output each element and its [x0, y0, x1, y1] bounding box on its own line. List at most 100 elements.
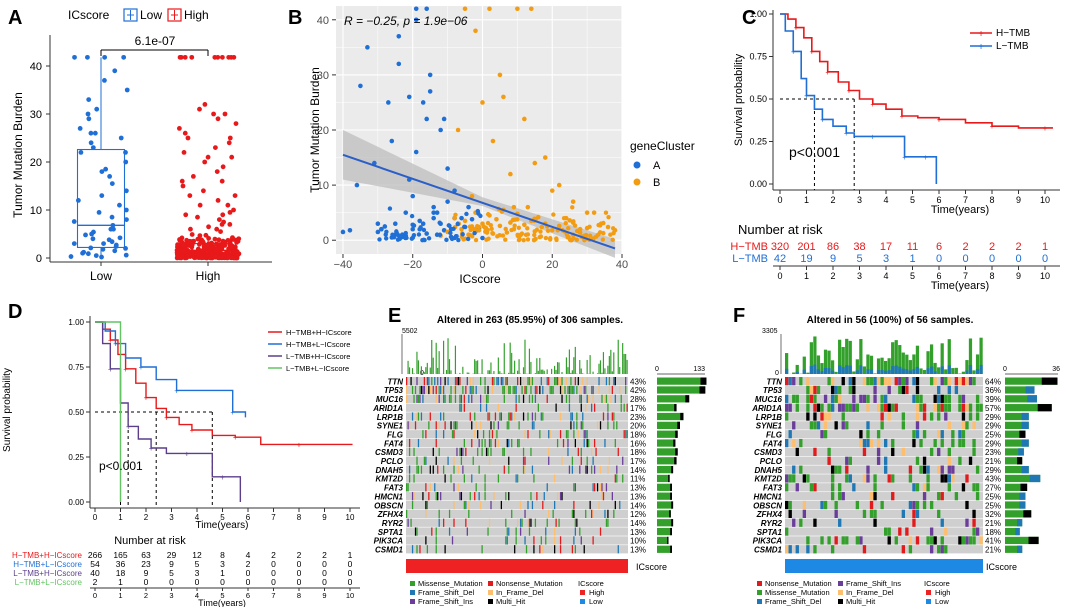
a-point-high [231, 207, 236, 213]
f-plot-mutation-cell [908, 500, 913, 510]
f-plot-mutation-cell [813, 421, 817, 430]
e-plot-tmb-bar [598, 363, 600, 374]
f-plot-mutation-cell [951, 474, 955, 483]
f-plot-freq-bar [1005, 395, 1037, 403]
e-plot-tmb-bar [589, 355, 591, 374]
e-plot-mutation-cell [505, 377, 507, 386]
a-point-high [202, 102, 208, 107]
e-plot-pct-label: 11% [630, 475, 645, 484]
b-point-b [608, 232, 613, 237]
a-point-low [118, 135, 124, 141]
f-plot-mutation-cell [894, 403, 898, 412]
f-plot-tmb-bar [838, 339, 842, 374]
d-risk-value: 1 [220, 568, 225, 578]
b-point-a [424, 231, 429, 236]
b-point-b [470, 226, 475, 231]
e-plot-mutation-cell [514, 412, 516, 421]
f-plot-pct-label: 32% [985, 510, 1001, 519]
a-legend-title: ICscore [68, 8, 110, 22]
f-plot-tmb-bar-stack [859, 365, 863, 374]
f-plot-freq-bar-stack [1019, 501, 1026, 509]
e-plot-tmb-bar [438, 351, 440, 374]
e-plot-mutation-cell [573, 483, 575, 492]
f-plot-mutation-cell [869, 500, 874, 510]
d-risk-value: 9 [144, 568, 149, 578]
e-plot-mutation-cell [585, 509, 587, 518]
f-plot-tmb-bar [880, 357, 884, 374]
c-risk-tick-label: 4 [883, 271, 888, 281]
e-plot-mutation-cell [555, 518, 557, 527]
e-plot-mutation-cell [614, 500, 616, 510]
f-plot-mutation-cell [947, 447, 951, 457]
c-xtick-label: 1 [804, 195, 809, 205]
f-plot-gene-label: KMT2D [754, 475, 782, 484]
e-plot-mutation-cell [414, 421, 417, 430]
f-plot-mutation-cell [926, 474, 930, 483]
a-point-high [227, 210, 233, 215]
e-plot-mutation-cell [574, 545, 576, 554]
f-plot-mutation-cell [937, 403, 941, 412]
e-plot-mutation-cell [490, 500, 492, 510]
f-plot-mutation-cell [841, 377, 845, 386]
f-plot-mutation-cell [838, 465, 842, 474]
f-plot-mutation-cell [785, 483, 789, 492]
e-plot-freq-bar [657, 457, 677, 465]
e-plot-mutation-cell [528, 518, 531, 527]
e-plot-mutation-cell [602, 412, 605, 421]
b-point-b [570, 199, 576, 204]
e-plot-mutation-cell [482, 394, 485, 403]
e-plot-tmb-bar [579, 360, 581, 374]
e-plot-mutation-cell [459, 447, 461, 457]
d-risk-value: 40 [90, 568, 100, 578]
e-plot-mutation-cell [502, 447, 504, 457]
e-plot-mutation-cell [440, 412, 442, 421]
e-plot-tmb-bar [556, 362, 559, 374]
e-plot-mutation-cell [559, 536, 562, 545]
f-plot-mutation-cell [876, 456, 881, 465]
f-plot-row-bg [785, 518, 983, 527]
e-plot-mutation-cell [518, 394, 520, 403]
a-point-high [197, 202, 203, 208]
b-point-a [377, 237, 382, 242]
e-plot-mutation-cell [475, 421, 477, 430]
e-plot-mutation-cell [574, 518, 576, 527]
e-plot-mutation-cell [586, 465, 588, 474]
b-stats: R = −0.25, p = 1.9e−06 [344, 14, 468, 28]
e-plot-mutation-cell [411, 412, 414, 421]
e-top-min: 0 [420, 370, 424, 377]
a-point-low [124, 87, 130, 93]
f-plot-mutation-cell [785, 474, 789, 483]
e-plot-freq-bar-stack [669, 510, 671, 518]
f-plot-mutation-cell [933, 377, 937, 386]
e-plot-mutation-cell [592, 394, 594, 403]
e-plot-mutation-cell [565, 430, 568, 439]
f-plot-mutation-cell [961, 483, 966, 492]
e-plot-mutation-cell [613, 509, 615, 518]
f-plot-pct-label: 21% [985, 546, 1001, 555]
f-plot-mutation-cell [834, 421, 838, 430]
e-plot-mutation-cell [593, 403, 596, 412]
f-plot-mutation-cell [958, 536, 962, 545]
a-point-low [102, 78, 107, 83]
e-plot-freq-bar-stack [675, 448, 678, 456]
e-plot-mutation-cell [562, 438, 565, 448]
f-plot-mutation-cell [947, 474, 951, 483]
e-plot-mutation-cell [604, 394, 606, 403]
e-plot-mutation-cell [540, 412, 542, 421]
e-plot-mutation-cell [583, 430, 585, 439]
c-xtick-label: 8 [989, 195, 994, 205]
f-plot-mutation-cell [866, 430, 870, 439]
e-plot-mutation-cell [484, 474, 486, 483]
e-plot-tmb-bar [445, 369, 448, 374]
f-plot-mutation-cell [848, 377, 852, 386]
e-plot-mutation-cell [453, 385, 455, 395]
f-plot-pct-label: 41% [985, 537, 1001, 546]
e-legend-1: Missense_Mutation [418, 579, 483, 588]
a-point-high [182, 130, 188, 136]
e-plot-mutation-cell [525, 545, 528, 554]
a-point-high [189, 241, 195, 247]
f-plot-freq-bar-stack [1021, 439, 1029, 447]
e-plot-tmb-bar [518, 359, 520, 374]
f-plot-mutation-cell [937, 509, 941, 518]
f-plot-mutation-cell [940, 545, 944, 554]
